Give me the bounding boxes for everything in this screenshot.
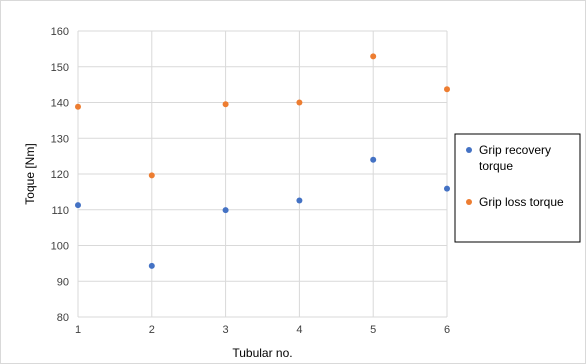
- data-point-series-2: [444, 86, 450, 93]
- legend-label-series-1: torque: [479, 159, 513, 173]
- data-point-series-1: [370, 156, 377, 163]
- y-tick-label: 90: [57, 276, 69, 288]
- data-point-series-2: [75, 103, 81, 110]
- gridlines: [77, 30, 448, 318]
- x-tick-label: 2: [149, 324, 155, 336]
- data-point-series-1: [75, 202, 81, 209]
- x-tick-label: 6: [444, 324, 450, 336]
- x-tick-label: 1: [75, 324, 81, 336]
- legend: Grip recovery torque Grip loss torque: [454, 133, 581, 243]
- data-point-series-2: [370, 53, 377, 60]
- y-tick-label: 110: [51, 205, 69, 217]
- data-point-series-2: [296, 99, 303, 106]
- data-point-series-1: [296, 197, 303, 204]
- y-tick-label: 150: [51, 62, 69, 74]
- data-point-series-1: [444, 185, 450, 192]
- legend-marker-series-2: [466, 199, 472, 205]
- y-axis-title: Toque [Nm]: [23, 143, 37, 204]
- x-tick-label: 4: [296, 324, 302, 336]
- legend-label-series-2: Grip loss torque: [479, 195, 564, 209]
- tick-labels: 80 90 100 110 120 130 140 150 160 1 2 3 4 5 6: [51, 26, 450, 336]
- data-point-series-2: [148, 172, 155, 179]
- legend-box: [454, 133, 581, 243]
- legend-label-series-1: Grip recovery: [479, 143, 551, 157]
- y-tick-label: 80: [57, 312, 69, 324]
- y-tick-label: 160: [51, 26, 69, 38]
- data-points: [75, 53, 450, 269]
- y-tick-label: 120: [51, 169, 69, 181]
- y-tick-label: 140: [51, 98, 69, 110]
- data-point-series-1: [222, 207, 229, 214]
- data-point-series-1: [148, 262, 155, 269]
- x-axis-title: Tubular no.: [232, 346, 292, 360]
- y-tick-label: 130: [51, 133, 69, 145]
- y-tick-label: 100: [51, 241, 69, 253]
- legend-marker-series-1: [466, 147, 472, 153]
- x-tick-label: 3: [223, 324, 229, 336]
- data-point-series-2: [222, 101, 229, 108]
- x-tick-label: 5: [370, 324, 376, 336]
